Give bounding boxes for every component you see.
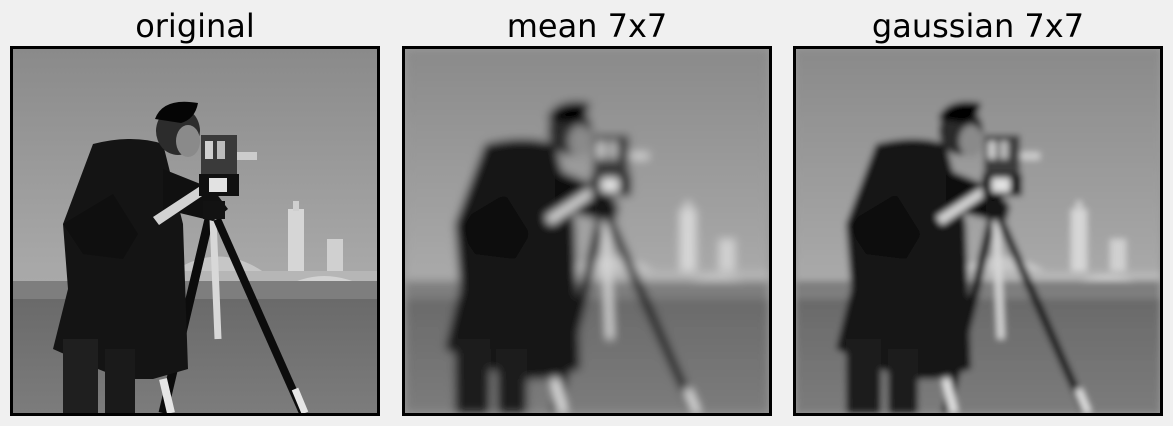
panel-title: mean 7x7 [506,7,668,45]
panel-mean: mean 7x7 [402,0,772,426]
image-frame [402,46,772,416]
cameraman-image-gaussian-blur [796,49,1160,413]
panel-title: original [135,7,255,45]
cameraman-image [13,49,377,413]
panel-gaussian: gaussian 7x7 [793,0,1163,426]
image-frame [10,46,380,416]
panel-title: gaussian 7x7 [871,7,1085,45]
image-frame [793,46,1163,416]
cameraman-image-mean-blur [405,49,769,413]
panel-original: original [10,0,380,426]
